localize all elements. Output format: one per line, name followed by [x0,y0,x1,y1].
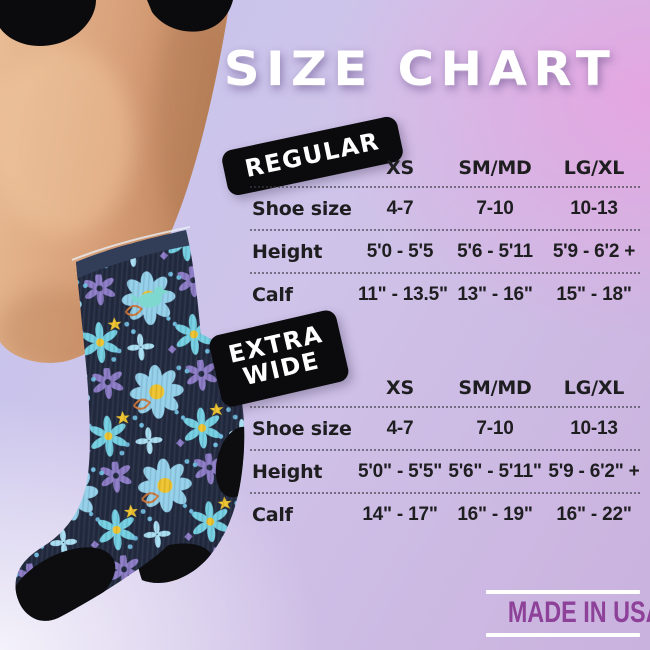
size-value: 15" - 18" [556,283,632,305]
size-value: 11" - 13.5" [358,283,448,305]
table-row-shoe-size: Shoe size 4-7 7-10 10-13 [250,188,640,231]
table-row-shoe-size: Shoe size 4-7 7-10 10-13 [250,408,640,451]
row-label: Calf [252,283,293,306]
size-table-regular: XS SM/MD LG/XL Shoe size 4-7 7-10 10-13 … [250,149,640,315]
row-label: Shoe size [252,197,352,220]
size-value: 5'6 - 5'11 [457,240,533,262]
row-label: Height [252,240,323,263]
col-header-xs: XS [386,156,414,179]
size-value: 16" - 19" [457,503,533,525]
size-value: 5'0" - 5'5" [358,460,443,482]
col-header-lgxl: LG/XL [563,156,625,179]
row-label: Shoe size [252,417,352,440]
col-header-xs: XS [386,376,414,399]
table-row-calf: Calf 14" - 17" 16" - 19" 16" - 22" [250,494,640,535]
size-value: 10-13 [570,197,618,219]
col-header-smmd: SM/MD [458,156,532,179]
size-value: 7-10 [476,197,514,219]
table-row-calf: Calf 11" - 13.5" 13" - 16" 15" - 18" [250,274,640,315]
shorts [0,0,233,47]
size-value: 10-13 [570,417,618,439]
size-value: 14" - 17" [362,503,438,525]
made-in-usa-top-rule [486,590,640,594]
size-value: 7-10 [476,417,514,439]
made-in-usa-bottom-rule [486,632,640,637]
col-header-smmd: SM/MD [458,376,532,399]
size-value: 5'9 - 6'2" + [548,460,640,482]
col-header-lgxl: LG/XL [563,376,625,399]
size-value: 5'6" - 5'11" [448,460,542,482]
front-sock [15,226,206,621]
sock-cuff [72,230,192,279]
regular-header-row: XS SM/MD LG/XL [250,149,640,188]
table-row-height: Height 5'0 - 5'5 5'6 - 5'11 5'9 - 6'2 + [250,231,640,274]
row-label: Height [252,460,323,483]
back-heel-cap [215,426,245,498]
size-value: 4-7 [386,197,414,219]
size-value: 4-7 [386,417,414,439]
size-value: 13" - 16" [457,283,533,305]
size-value: 16" - 22" [556,503,632,525]
page-title: SIZE CHART [223,42,617,97]
made-in-usa-badge: MADE IN USA [486,590,650,637]
bird-motif [129,286,169,308]
row-label: Calf [252,503,293,526]
size-table-extra-wide: XS SM/MD LG/XL Shoe size 4-7 7-10 10-13 … [250,369,640,535]
leg-photo [0,0,245,621]
size-value: 5'0 - 5'5 [366,240,434,262]
extra-wide-header-row: XS SM/MD LG/XL [250,369,640,408]
table-row-height: Height 5'0" - 5'5" 5'6" - 5'11" 5'9 - 6'… [250,451,640,494]
made-in-usa-label: MADE IN USA [507,596,650,629]
size-value: 5'9 - 6'2 + [552,240,636,262]
